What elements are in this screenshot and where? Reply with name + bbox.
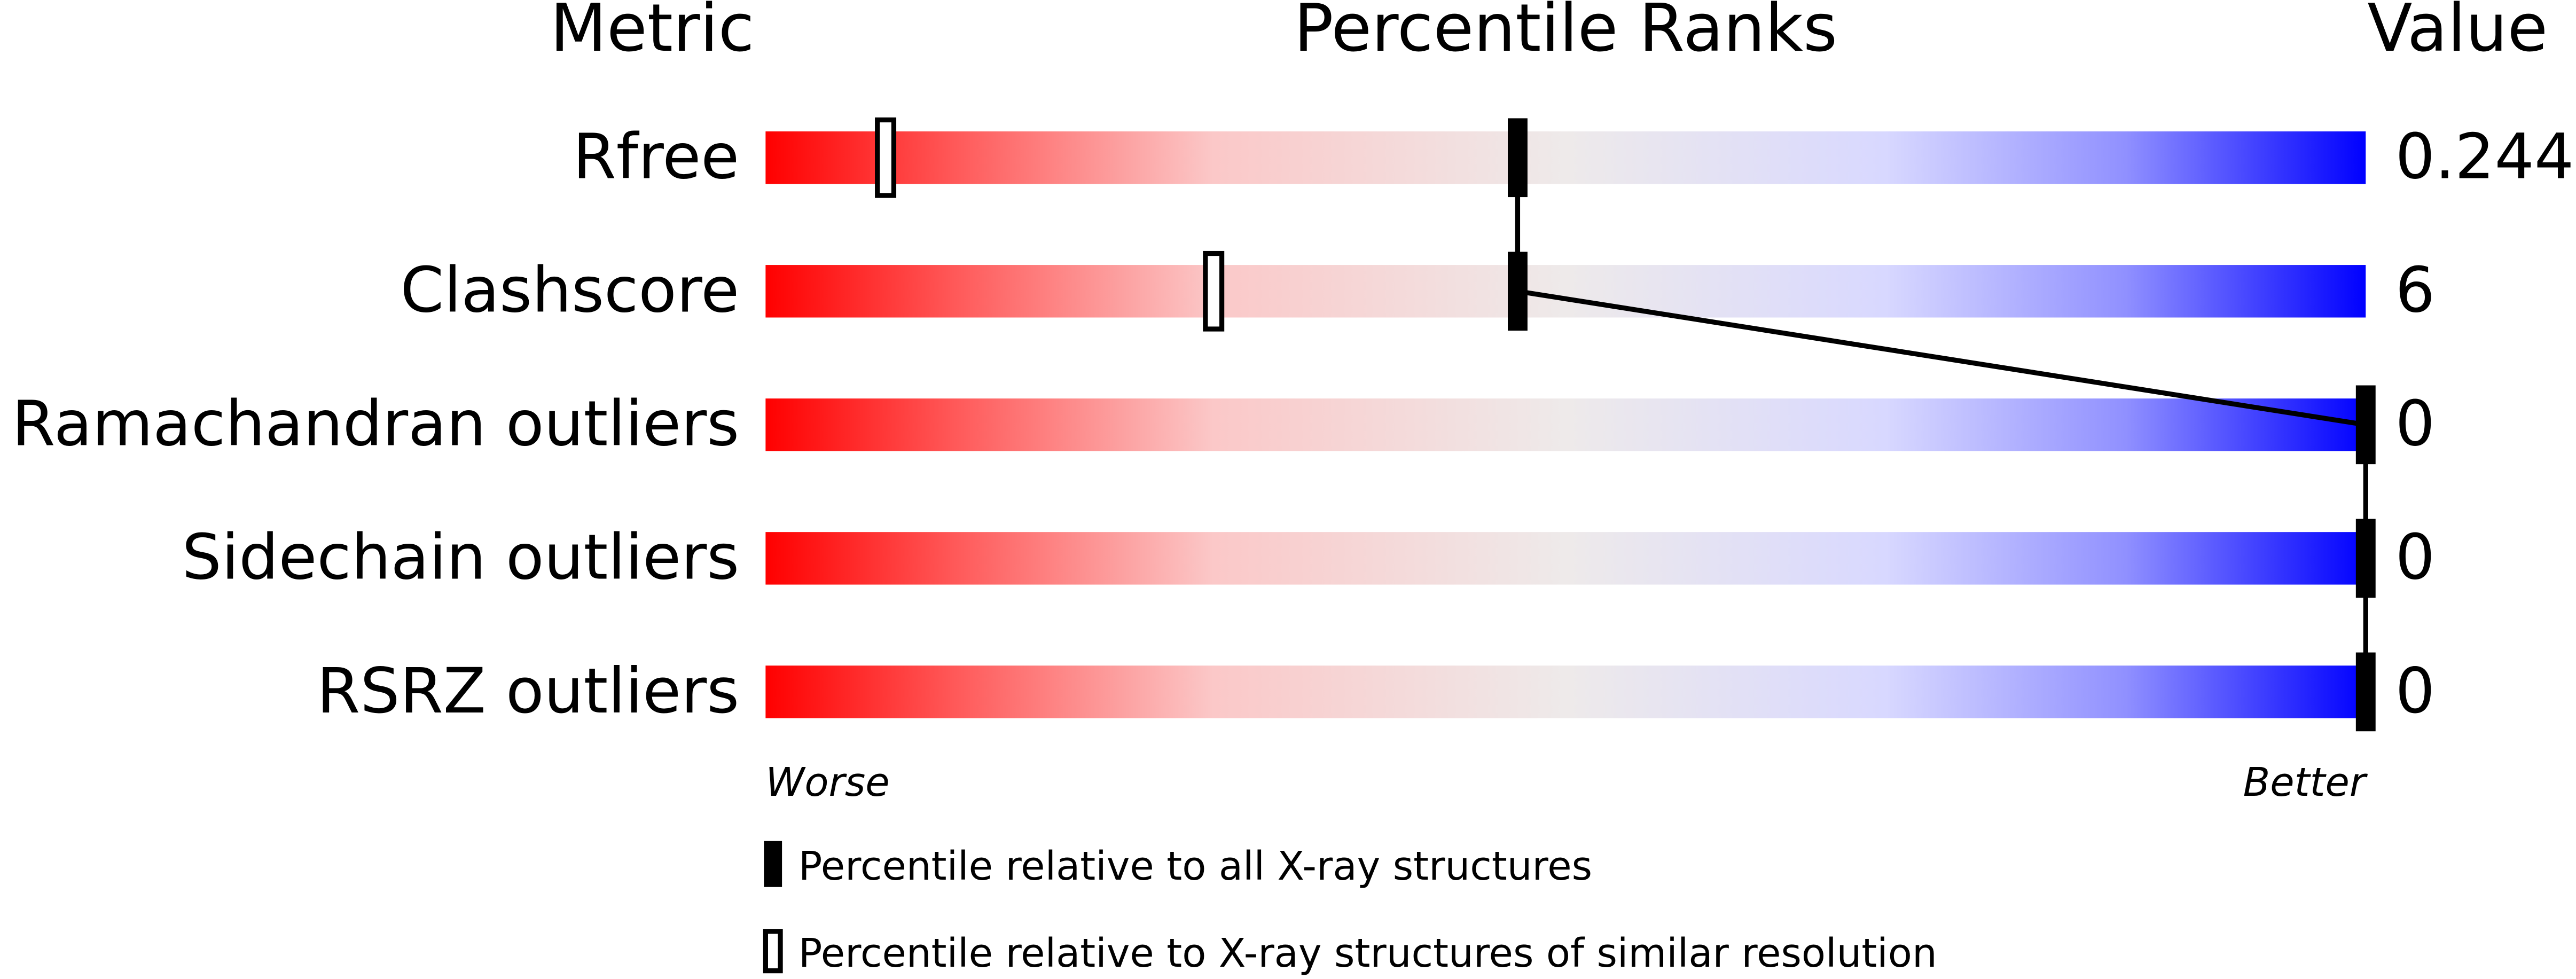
percentile-marker bbox=[2355, 652, 2376, 732]
percentile-marker bbox=[1507, 118, 1528, 198]
axis-label: Worse bbox=[765, 759, 889, 805]
metric-label: Ramachandran outliers bbox=[12, 388, 739, 460]
metric-label: Sidechain outliers bbox=[182, 521, 740, 594]
slider-bar bbox=[765, 398, 2366, 451]
metric-value: 6 bbox=[2395, 254, 2435, 327]
percentile-marker bbox=[2355, 385, 2376, 465]
axis-label: Better bbox=[2243, 759, 2368, 805]
percentile-marker-hollow bbox=[875, 117, 897, 198]
metric-value: 0 bbox=[2395, 521, 2435, 594]
slider-bar bbox=[765, 131, 2366, 184]
legend-swatch bbox=[763, 929, 783, 974]
metric-label: Clashscore bbox=[400, 254, 739, 327]
header: Percentile Ranks bbox=[1294, 0, 1838, 67]
slider-bar bbox=[765, 665, 2366, 718]
legend-label: Percentile relative to X-ray structures … bbox=[798, 930, 1937, 976]
header: Metric bbox=[550, 0, 754, 67]
metric-value: 0 bbox=[2395, 388, 2435, 460]
legend-label: Percentile relative to all X-ray structu… bbox=[798, 843, 1592, 889]
legend-swatch bbox=[764, 841, 782, 887]
header: Value bbox=[2367, 0, 2548, 67]
percentile-marker bbox=[2355, 519, 2376, 598]
metric-value: 0 bbox=[2395, 655, 2435, 727]
metric-label: RSRZ outliers bbox=[317, 655, 739, 727]
slider-bar bbox=[765, 532, 2366, 585]
metric-label: Rfree bbox=[573, 121, 740, 193]
percentile-marker bbox=[1507, 252, 1528, 331]
metric-value: 0.244 bbox=[2395, 121, 2574, 193]
percentile-marker-hollow bbox=[1203, 250, 1225, 332]
slider-bar bbox=[765, 265, 2366, 318]
